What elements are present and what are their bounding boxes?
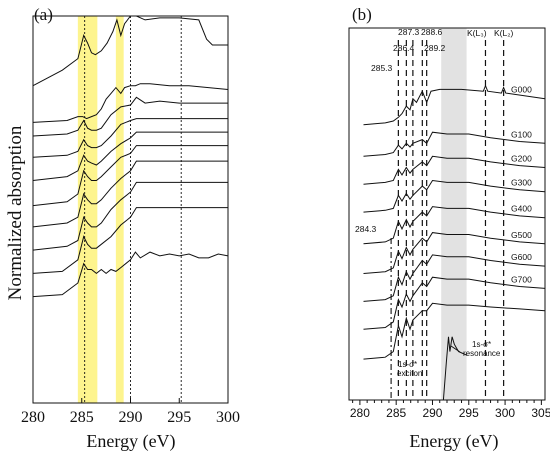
spectrum-a-1 bbox=[32, 15, 228, 87]
shaded-band bbox=[441, 28, 467, 400]
annotation-resonance-pointer bbox=[450, 345, 461, 353]
x-tick-label: 305 bbox=[531, 406, 550, 420]
series-name-g700: G700 bbox=[511, 274, 532, 284]
spectrum-b-1 bbox=[363, 84, 546, 126]
spectrum-b-7 bbox=[363, 254, 546, 302]
panel-b-series-names: G000 G100 G200 G300 G400 G500 G600 G700 bbox=[511, 85, 532, 285]
series-name-g400: G400 bbox=[511, 204, 532, 214]
spectrum-a-8 bbox=[32, 181, 228, 251]
spectrum-a-7 bbox=[32, 160, 228, 228]
panel-a: (a) 280 285 290 295 300 Normalized absorptio… bbox=[5, 5, 240, 452]
panel-a-x-ticks: 280 285 290 295 300 bbox=[21, 398, 240, 426]
spectrum-b-5 bbox=[363, 206, 546, 245]
peak-label-287-3: 287.3 bbox=[398, 27, 420, 37]
spectrum-a-3 bbox=[32, 96, 228, 137]
panel-b-label: (b) bbox=[352, 5, 372, 24]
annotation-exciton-line2: exciton bbox=[397, 369, 422, 378]
panel-b: (b) G000 G100 G200 G300 G400 G500 G600 G700 280… bbox=[348, 5, 550, 452]
highlight-band-2 bbox=[115, 16, 124, 403]
spectrum-a-6 bbox=[32, 145, 228, 207]
panel-a-spectra bbox=[32, 15, 229, 298]
peak-label-285-3: 285.3 bbox=[371, 63, 393, 73]
spectrum-b-2 bbox=[363, 131, 546, 157]
spectrum-b-4 bbox=[363, 179, 546, 213]
x-tick-label: 280 bbox=[21, 409, 45, 426]
peak-label-284-3: 284.3 bbox=[355, 224, 377, 234]
x-tick-label: 300 bbox=[495, 406, 515, 420]
annotation-exciton: 1s-σ* exciton bbox=[397, 360, 422, 378]
x-tick-label: 290 bbox=[119, 409, 143, 426]
series-name-g200: G200 bbox=[511, 154, 532, 164]
panel-a-label: (a) bbox=[34, 5, 53, 24]
annotation-resonance-line1: 1s-σ* bbox=[472, 340, 491, 349]
panel-a-highlight-bands bbox=[77, 16, 124, 403]
x-tick-label: 280 bbox=[350, 406, 370, 420]
x-tick-label: 285 bbox=[386, 406, 406, 420]
spectrum-a-5 bbox=[32, 131, 228, 181]
panel-b-x-ticks: 280 285 290 295 300 305 bbox=[350, 400, 550, 420]
spectrum-b-6 bbox=[363, 232, 546, 274]
series-name-g000: G000 bbox=[511, 85, 532, 95]
annotation-resonance-line2: resonance bbox=[463, 349, 501, 358]
annotation-exciton-line1: 1s-σ* bbox=[398, 360, 417, 369]
panel-b-spectra bbox=[363, 84, 546, 360]
panel-b-x-axis-label: Energy (eV) bbox=[409, 431, 498, 452]
panel-a-reference-lines bbox=[84, 16, 182, 403]
series-name-g100: G100 bbox=[511, 129, 532, 139]
panel-a-y-axis-label: Normalized absorption bbox=[5, 125, 26, 300]
peak-label-289-2: 289.2 bbox=[424, 43, 446, 53]
highlight-band-1 bbox=[77, 16, 98, 403]
x-tick-label: 295 bbox=[167, 409, 191, 426]
x-tick-label: 290 bbox=[422, 406, 442, 420]
series-name-g600: G600 bbox=[511, 252, 532, 262]
panel-b-resonance-feature bbox=[442, 336, 468, 401]
peak-label-k-l3: K(L₃) bbox=[467, 28, 487, 38]
x-tick-label: 285 bbox=[70, 409, 94, 426]
x-tick-label: 295 bbox=[459, 406, 479, 420]
spectrum-b-8 bbox=[363, 276, 546, 330]
spectrum-b-9 bbox=[363, 302, 546, 360]
peak-label-286-4: 286.4 bbox=[393, 43, 415, 53]
peak-label-288-6: 288.6 bbox=[421, 27, 443, 37]
panel-b-shaded-band bbox=[441, 28, 467, 400]
series-name-g500: G500 bbox=[511, 230, 532, 240]
peak-label-k-l2: K(L₂) bbox=[494, 28, 514, 38]
spectrum-a-2 bbox=[32, 83, 229, 123]
spectrum-a-4 bbox=[32, 118, 228, 158]
spectrum-a-10 bbox=[32, 251, 229, 298]
spectrum-a-9 bbox=[32, 207, 228, 274]
panel-a-x-axis-label: Energy (eV) bbox=[86, 431, 175, 452]
spectrum-b-3 bbox=[363, 155, 546, 185]
series-name-g300: G300 bbox=[511, 178, 532, 188]
x-tick-label: 300 bbox=[216, 409, 240, 426]
annotation-resonance: 1s-σ* resonance bbox=[463, 340, 501, 358]
